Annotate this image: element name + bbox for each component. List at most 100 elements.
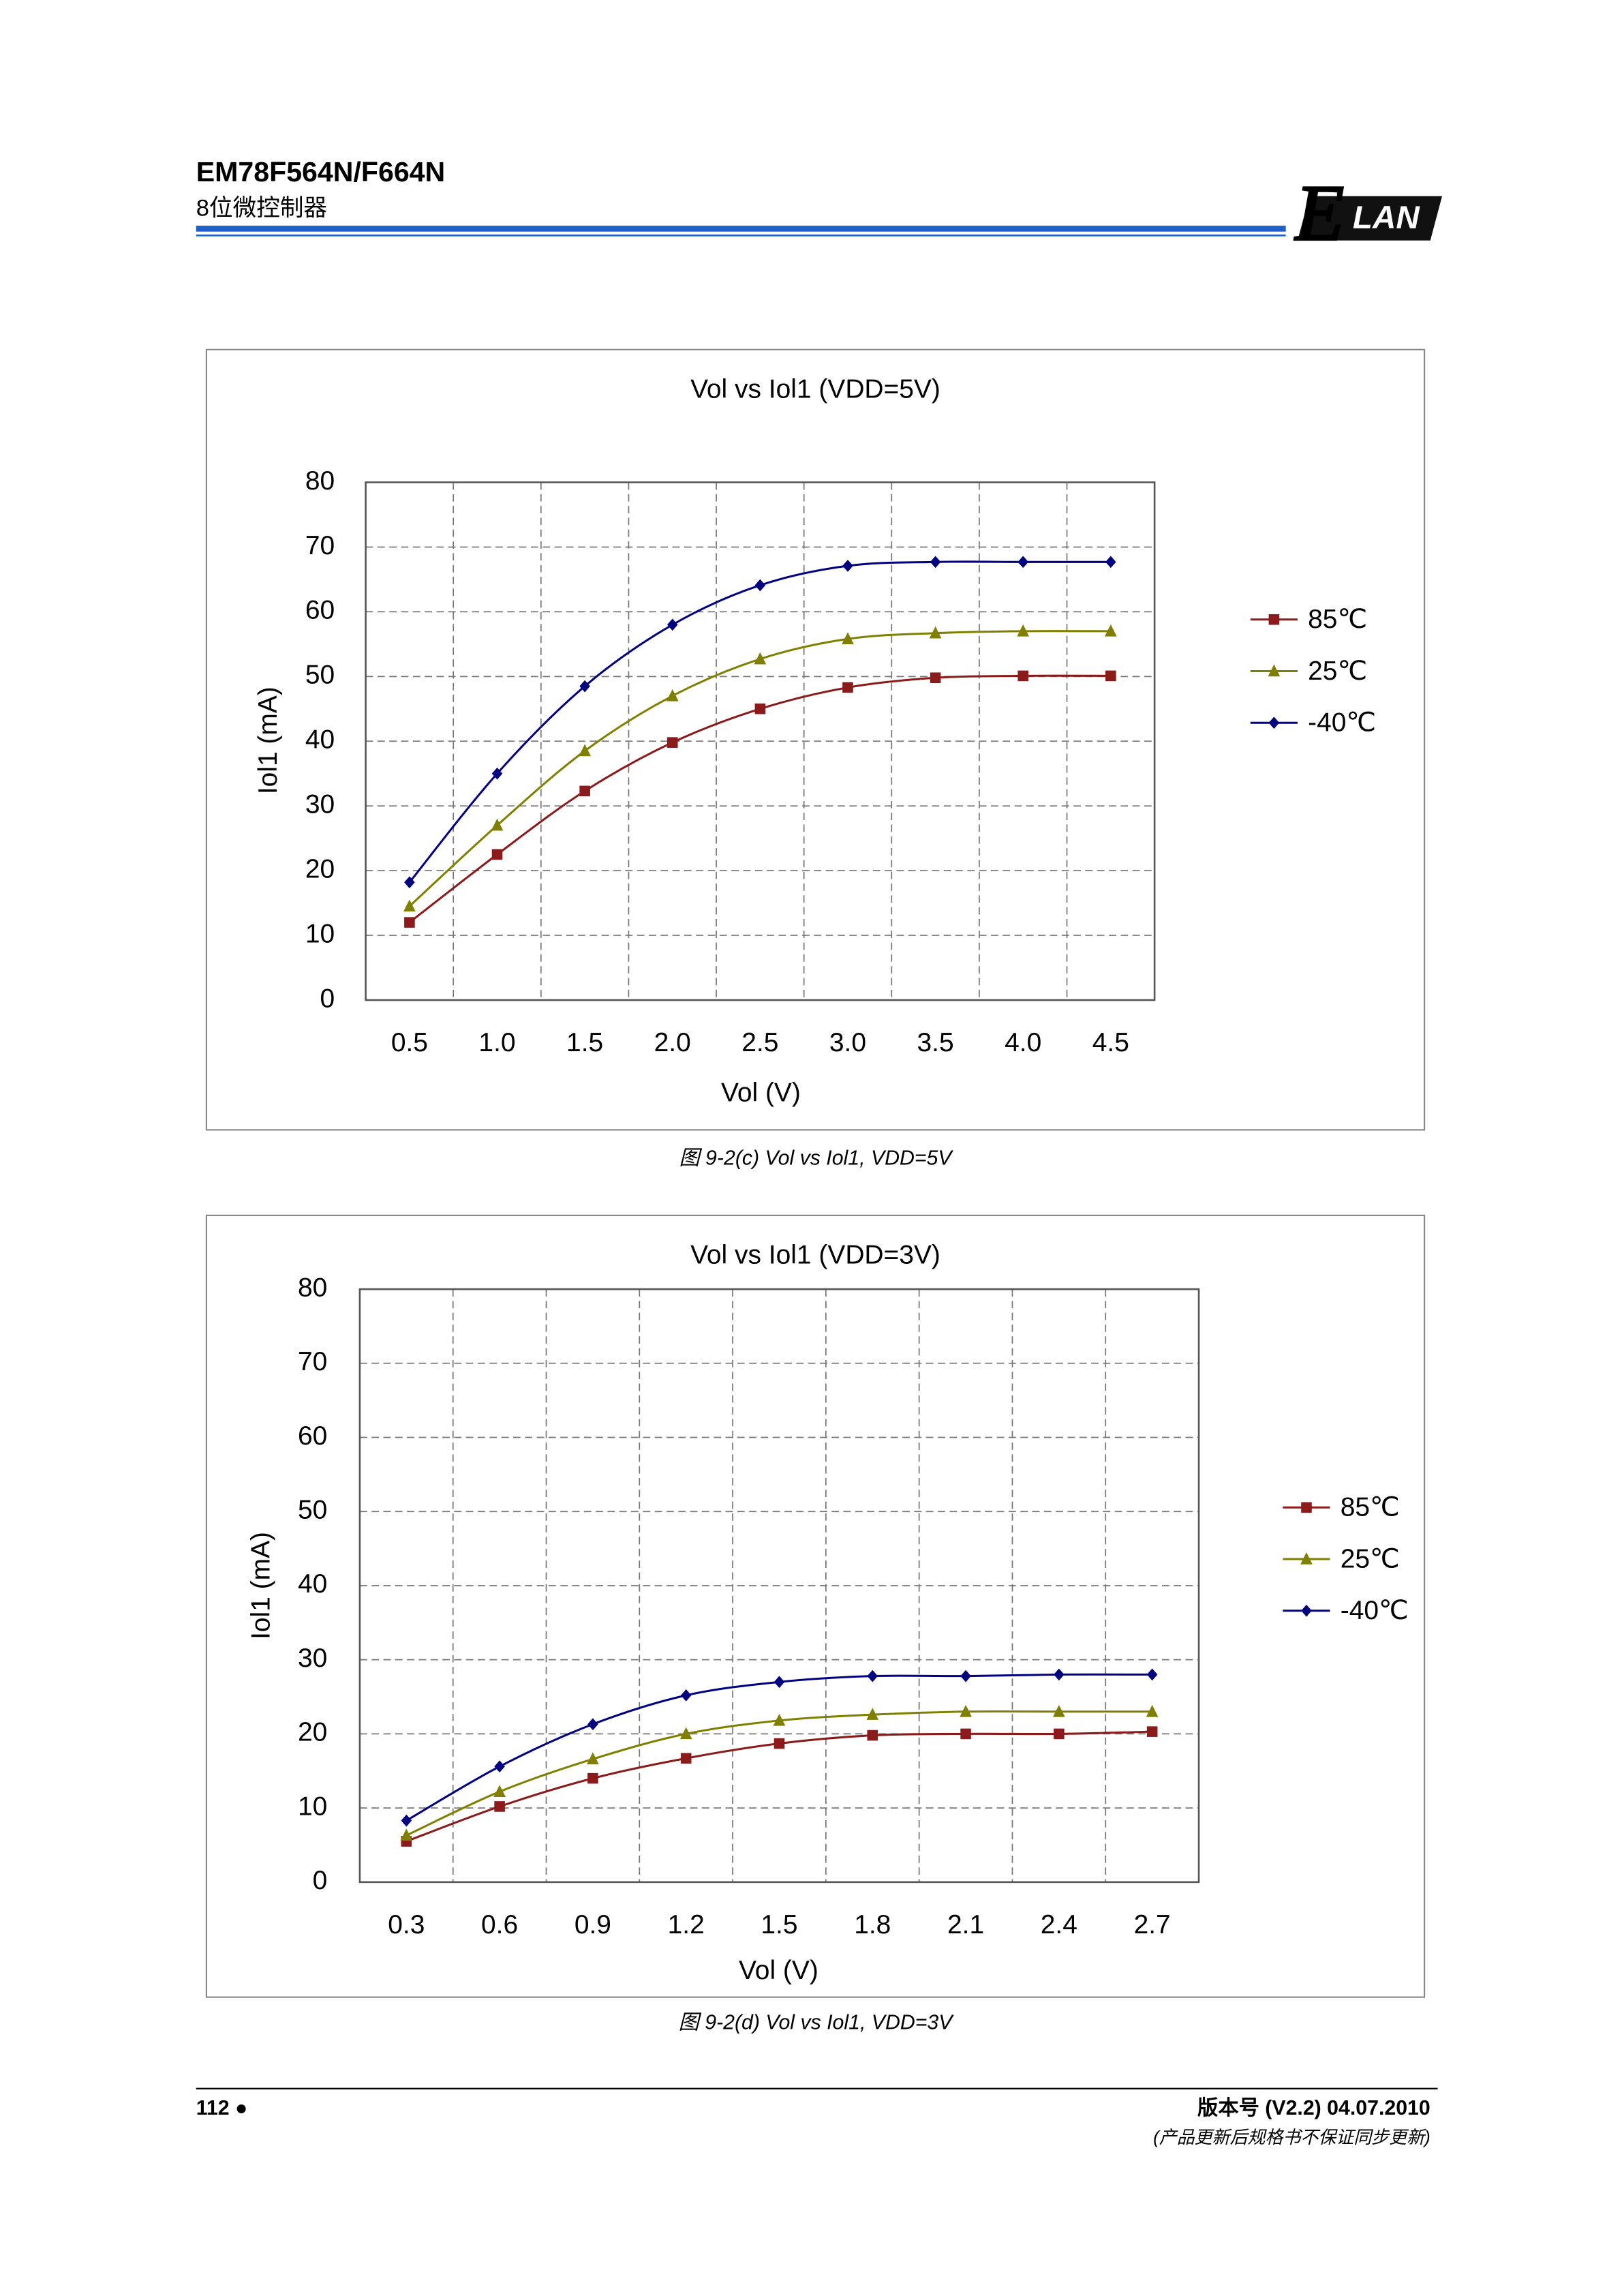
- series-line: [408, 630, 1111, 907]
- marker: [587, 1772, 598, 1784]
- marker: [754, 652, 767, 665]
- legend-label: 85℃: [1341, 1493, 1400, 1522]
- marker: [960, 1704, 972, 1717]
- marker: [579, 785, 590, 797]
- marker: [666, 689, 679, 701]
- x-axis-title: Vol (V): [739, 1956, 818, 1985]
- x-tick-label: 1.5: [761, 1910, 797, 1939]
- x-tick-label: 0.5: [391, 1028, 428, 1057]
- logo-initial: E: [1294, 169, 1344, 257]
- marker: [774, 1676, 785, 1689]
- marker: [403, 899, 416, 912]
- marker: [867, 1729, 878, 1741]
- y-tick-label: 20: [298, 1718, 327, 1747]
- marker: [754, 704, 766, 714]
- y-tick-label: 60: [305, 596, 335, 625]
- marker: [491, 818, 504, 831]
- y-tick-label: 0: [320, 984, 335, 1013]
- y-tick-label: 70: [298, 1347, 327, 1376]
- marker: [587, 1752, 599, 1765]
- y-tick-label: 10: [305, 919, 335, 948]
- marker: [400, 1828, 413, 1841]
- legend-label: 25℃: [1308, 656, 1367, 686]
- footer-note: (产品更新后规格书不保证同步更新): [1153, 2127, 1430, 2147]
- marker: [679, 1727, 692, 1740]
- plot-area: [365, 481, 1156, 1001]
- marker: [1146, 1668, 1158, 1681]
- legend-label: 85℃: [1308, 605, 1367, 634]
- x-tick-label: 1.8: [854, 1910, 891, 1939]
- marker: [491, 767, 503, 780]
- y-tick-label: 80: [305, 466, 335, 496]
- legend-label: -40℃: [1308, 708, 1376, 738]
- legend-label: -40℃: [1341, 1596, 1409, 1625]
- x-tick-label: 0.9: [575, 1910, 611, 1939]
- marker: [493, 1785, 506, 1797]
- legend-marker: [1301, 1604, 1312, 1617]
- marker: [667, 737, 678, 748]
- y-tick-label: 30: [305, 789, 335, 819]
- doc-subtitle: 8位微控制器: [196, 195, 327, 221]
- legend-marker: [1268, 716, 1280, 729]
- x-tick-label: 2.5: [741, 1028, 778, 1057]
- marker: [1054, 1728, 1065, 1740]
- y-tick-label: 40: [305, 725, 335, 755]
- marker: [1104, 624, 1117, 637]
- marker: [667, 618, 678, 631]
- x-tick-label: 1.2: [668, 1910, 705, 1939]
- doc-title: EM78F564N/F664N: [196, 156, 445, 187]
- x-tick-label: 2.4: [1041, 1910, 1077, 1939]
- figure-caption: 图 9-2(d) Vol vs Iol1, VDD=3V: [679, 2012, 955, 2034]
- marker: [774, 1738, 785, 1749]
- marker: [773, 1713, 786, 1726]
- y-axis-title: Iol1 (mA): [254, 686, 283, 794]
- chart-title: Vol vs Iol1 (VDD=3V): [690, 1241, 940, 1270]
- marker: [1146, 1726, 1158, 1737]
- y-tick-label: 10: [298, 1792, 327, 1821]
- marker: [494, 1801, 505, 1812]
- version: 版本号 (V2.2) 04.07.2010: [1197, 2096, 1430, 2119]
- x-tick-label: 2.7: [1134, 1910, 1171, 1939]
- figure-caption: 图 9-2(c) Vol vs Iol1, VDD=5V: [679, 1147, 953, 1170]
- logo-text: LAN: [1353, 200, 1420, 236]
- header-rule: [196, 235, 1286, 237]
- marker: [1017, 670, 1028, 682]
- marker: [866, 1708, 879, 1720]
- y-tick-label: 30: [298, 1644, 327, 1673]
- y-tick-label: 0: [313, 1866, 328, 1895]
- marker: [960, 1728, 971, 1740]
- marker: [1105, 670, 1116, 682]
- x-axis-title: Vol (V): [721, 1078, 801, 1108]
- page-number: 112 ●: [196, 2097, 248, 2119]
- x-tick-label: 4.0: [1005, 1028, 1041, 1057]
- chart: Vol vs Iol1 (VDD=5V) 0 10 20 30 40 50 60 70 80 0.5…: [205, 348, 1426, 1170]
- chart-title: Vol vs Iol1 (VDD=5V): [690, 375, 940, 404]
- x-tick-label: 2.0: [654, 1028, 691, 1057]
- y-tick-label: 40: [298, 1569, 327, 1599]
- x-tick-label: 2.1: [947, 1910, 984, 1939]
- y-tick-label: 70: [305, 531, 335, 560]
- x-tick-label: 1.0: [478, 1028, 515, 1057]
- x-tick-label: 0.3: [388, 1910, 425, 1939]
- chart-frame: [205, 348, 1426, 1131]
- logo: LAN E: [1293, 168, 1443, 258]
- marker: [1052, 1704, 1065, 1717]
- x-tick-label: 3.0: [829, 1028, 866, 1057]
- y-axis-title: Iol1 (mA): [246, 1532, 275, 1640]
- marker: [1017, 624, 1030, 637]
- chart: Vol vs Iol1 (VDD=3V) 0 10 20 30 40 50 60 70 80 0.3…: [205, 1214, 1426, 2034]
- legend-marker: [1268, 664, 1281, 677]
- y-tick-label: 20: [305, 854, 335, 883]
- y-tick-label: 80: [298, 1273, 327, 1302]
- marker: [960, 1670, 971, 1682]
- marker: [929, 626, 942, 639]
- legend-label: 25℃: [1341, 1544, 1400, 1573]
- marker: [867, 1670, 878, 1682]
- y-tick-label: 50: [298, 1496, 327, 1525]
- marker: [680, 1689, 692, 1702]
- marker: [1054, 1668, 1065, 1681]
- marker: [587, 1718, 598, 1731]
- series-line: [408, 560, 1111, 883]
- chart-frame: [205, 1214, 1426, 1998]
